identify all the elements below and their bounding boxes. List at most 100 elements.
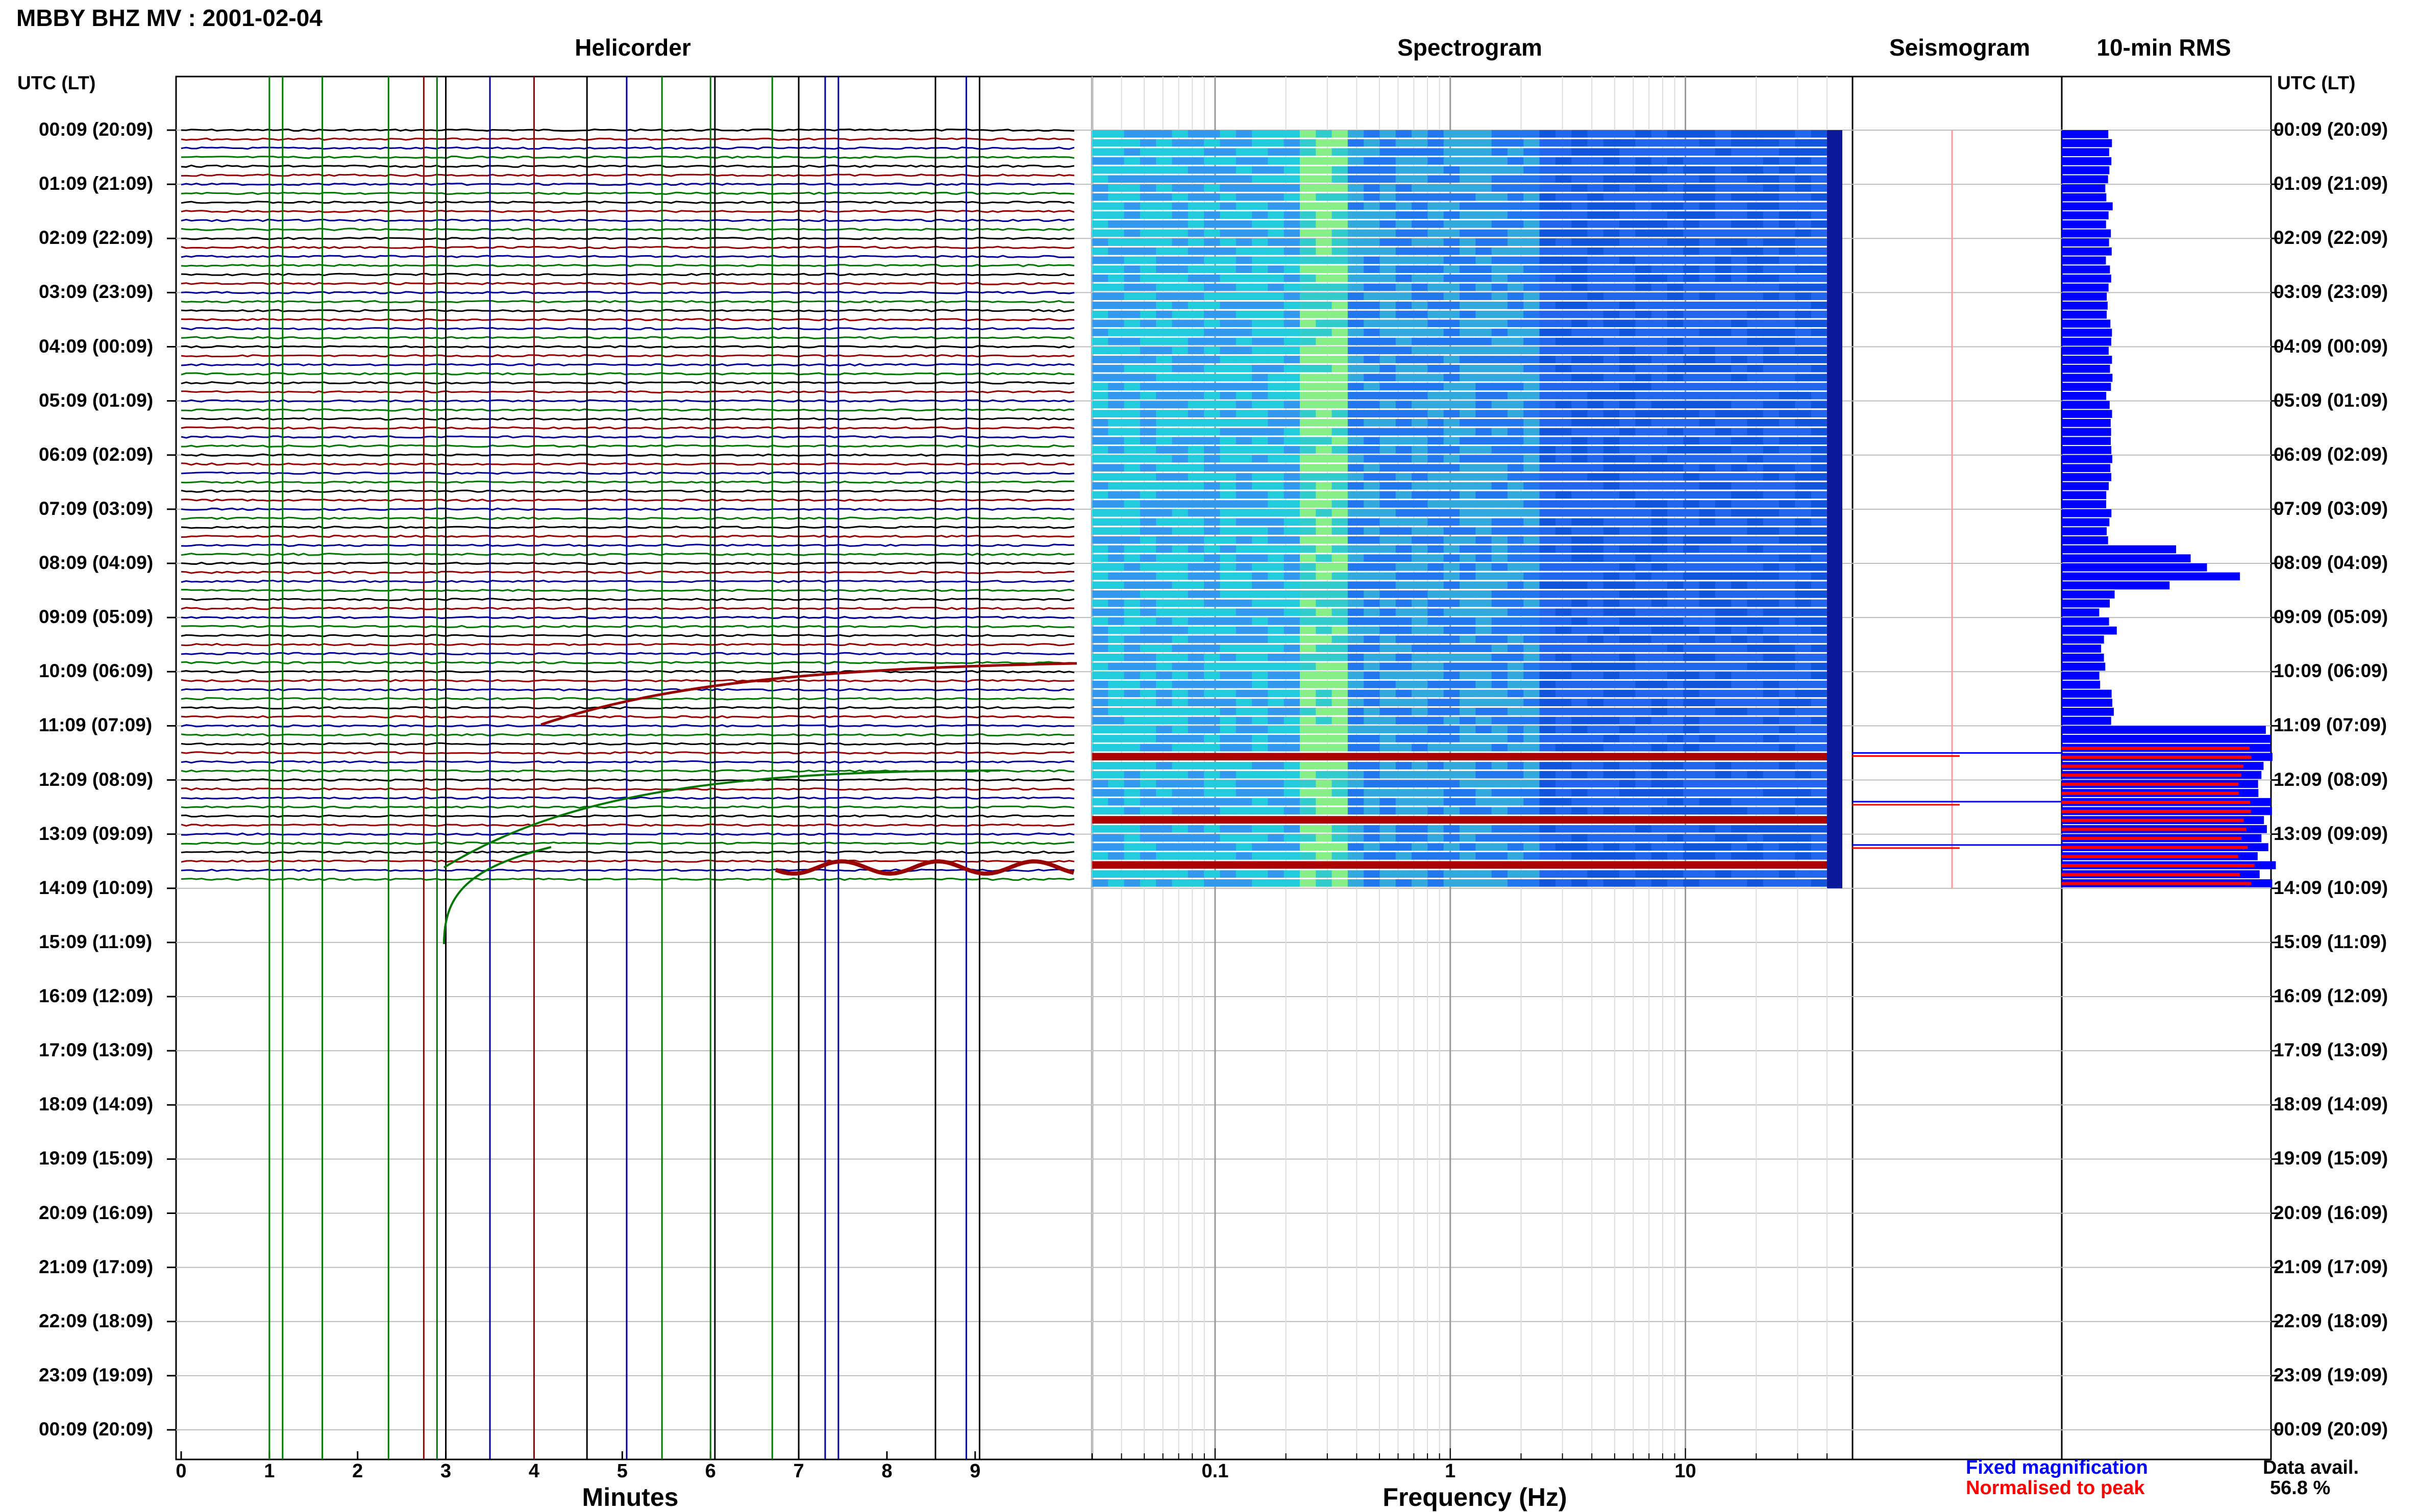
spectrogram-cell xyxy=(1092,302,1109,309)
spectrogram-cell xyxy=(1443,680,1460,688)
spectrogram-cell xyxy=(1491,139,1508,147)
spectrogram-cell xyxy=(1795,834,1812,842)
spectrogram-cell xyxy=(1779,572,1796,580)
spectrogram-cell xyxy=(1603,401,1620,409)
spectrogram-cell xyxy=(1635,482,1652,490)
spectrogram-cell xyxy=(1316,383,1332,390)
spectrogram-cell xyxy=(1347,220,1365,228)
spectrogram-cell xyxy=(1156,175,1173,183)
spectrogram-cell xyxy=(1204,329,1221,336)
spectrogram-cell xyxy=(1124,563,1141,571)
spectrogram-cell xyxy=(1619,166,1636,174)
spectrogram-cell xyxy=(1811,455,1828,463)
spectrogram-cell xyxy=(1747,653,1764,661)
spectrogram-cell xyxy=(1763,599,1780,607)
spectrogram-cell xyxy=(1283,130,1300,138)
spectrogram-cell xyxy=(1699,256,1716,264)
helicorder-tremor-trace xyxy=(775,859,1074,876)
spectrogram-cell xyxy=(1092,329,1109,336)
spectrogram-cell xyxy=(1667,708,1684,715)
spectrogram-cell xyxy=(1331,428,1348,436)
spectrogram-cell xyxy=(1699,843,1716,851)
spectrogram-cell xyxy=(1443,672,1460,679)
spectrogram-cell xyxy=(1220,247,1237,255)
spectrogram-row xyxy=(1092,139,1828,147)
spectrogram-row xyxy=(1092,861,1828,869)
spectrogram-cell xyxy=(1140,491,1157,499)
spectrogram-cell xyxy=(1715,337,1732,345)
spectrogram-cell xyxy=(1475,834,1492,842)
spectrogram-cell xyxy=(1539,545,1556,553)
spectrogram-cell xyxy=(1443,509,1460,517)
spectrogram-cell xyxy=(1539,798,1556,806)
spectrogram-cell xyxy=(1379,356,1396,363)
spectrogram-cell xyxy=(1779,771,1796,779)
y-tick-label-left: 20:09 (16:09) xyxy=(39,1202,154,1223)
rms-bar-fixed xyxy=(2062,175,2108,184)
spectrogram-cell xyxy=(1619,852,1636,860)
spectrogram-cell xyxy=(1236,500,1253,508)
spectrogram-cell xyxy=(1699,536,1716,544)
spectrogram-cell xyxy=(1460,635,1476,643)
spectrogram-cell xyxy=(1268,356,1285,363)
spectrogram-cell xyxy=(1460,319,1476,328)
spectrogram-cell xyxy=(1379,509,1396,517)
spectrogram-cell xyxy=(1379,879,1396,887)
spectrogram-cell xyxy=(1571,374,1588,382)
spectrogram-cell xyxy=(1715,482,1732,490)
spectrogram-cell xyxy=(1124,292,1141,301)
spectrogram-cell xyxy=(1252,509,1269,517)
spectrogram-cell xyxy=(1523,473,1540,481)
y-tick-label-left: 21:09 (17:09) xyxy=(39,1256,154,1277)
spectrogram-cell xyxy=(1555,708,1572,715)
spectrogram-cell xyxy=(1443,653,1460,661)
spectrogram-cell xyxy=(1571,572,1588,580)
spectrogram-cell xyxy=(1555,193,1572,201)
spectrogram-row xyxy=(1092,202,1828,210)
spectrogram-cell xyxy=(1475,843,1492,851)
spectrogram-cell xyxy=(1795,455,1812,463)
helicorder-trace xyxy=(181,805,1075,809)
spectrogram-cell xyxy=(1523,554,1540,562)
spectrogram-cell xyxy=(1763,166,1780,174)
spectrogram-cell xyxy=(1092,383,1109,390)
spectrogram-cell xyxy=(1460,220,1476,228)
spectrogram-cell xyxy=(1731,617,1748,625)
spectrogram-cell xyxy=(1460,500,1476,508)
spectrogram-cell xyxy=(1747,401,1764,409)
spectrogram-cell xyxy=(1172,798,1189,806)
spectrogram-cell xyxy=(1539,148,1556,156)
spectrogram-cell xyxy=(1460,554,1476,562)
spectrogram-cell xyxy=(1731,283,1748,291)
spectrogram-cell xyxy=(1460,509,1476,517)
spectrogram-cell xyxy=(1475,455,1492,463)
spectrogram-cell xyxy=(1667,455,1684,463)
spectrogram-cell xyxy=(1460,879,1476,887)
spectrogram-cell xyxy=(1236,166,1253,174)
spectrogram-cell xyxy=(1331,275,1348,282)
helicorder-trace xyxy=(181,670,1075,674)
spectrogram-cell xyxy=(1507,166,1524,174)
spectrogram-cell xyxy=(1443,527,1460,535)
spectrogram-cell xyxy=(1316,554,1332,562)
spectrogram-cell xyxy=(1331,157,1348,165)
spectrogram-cell xyxy=(1283,716,1300,725)
spectrogram-cell xyxy=(1299,843,1317,851)
spectrogram-cell xyxy=(1460,166,1476,174)
spectrogram-cell xyxy=(1779,310,1796,318)
spectrogram-cell xyxy=(1779,780,1796,788)
spectrogram-cell xyxy=(1188,265,1205,273)
spectrogram-cell xyxy=(1555,310,1572,318)
spectrogram-cell xyxy=(1268,780,1285,788)
spectrogram-cell xyxy=(1491,148,1508,156)
spectrogram-cell xyxy=(1475,798,1492,806)
spectrogram-cell xyxy=(1252,364,1269,373)
spectrogram-cell xyxy=(1140,689,1157,698)
spectrogram-cell xyxy=(1331,554,1348,562)
spectrogram-cell xyxy=(1460,708,1476,715)
spectrogram-cell xyxy=(1811,374,1828,382)
spectrogram-cell xyxy=(1283,726,1300,734)
spectrogram-cell xyxy=(1587,735,1604,742)
spectrogram-cell xyxy=(1699,527,1716,535)
spectrogram-cell xyxy=(1795,599,1812,607)
